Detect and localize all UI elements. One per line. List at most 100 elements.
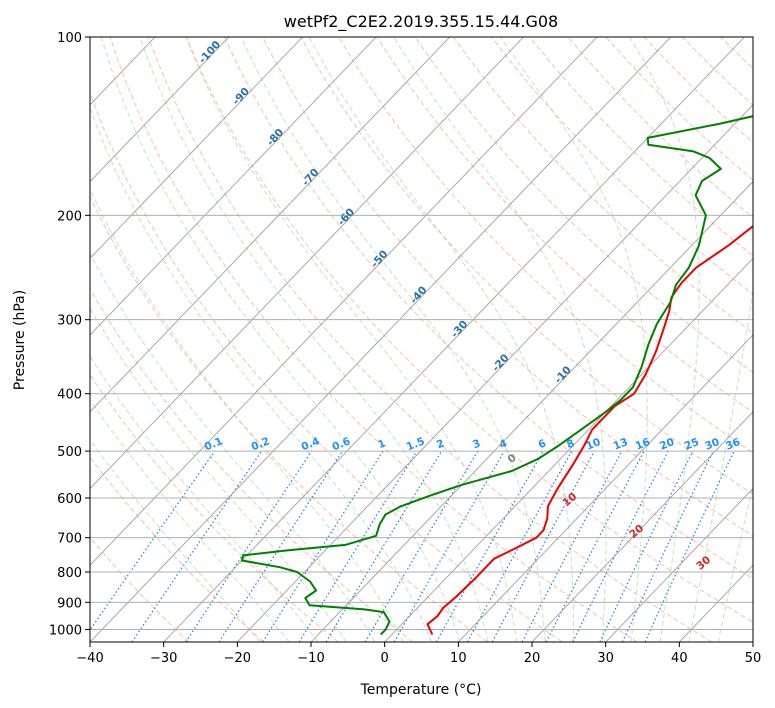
x-tick-label: 30: [597, 651, 614, 666]
moist-adiabat-line: [100, 37, 461, 642]
moist-adiabat-line: [139, 37, 489, 642]
dry-adiabat-line: [90, 536, 190, 642]
isotherm-line: [90, 37, 230, 183]
mixing-ratio-line: [90, 450, 216, 632]
isotherm-line: [457, 334, 753, 642]
mixing-ratio-line: [644, 450, 735, 642]
axis-layer: −40 −30 −20 −10 0 10 20 30 40 5010009008007006005…: [49, 31, 761, 666]
y-tick-label: 200: [57, 209, 82, 224]
mixing-ratio-label: 1: [376, 437, 387, 451]
mixing-ratio-line: [545, 450, 645, 642]
moist-adiabat-label: 30: [694, 554, 713, 573]
dry-adiabat-line: [185, 37, 753, 623]
mixing-ratio-line: [521, 450, 623, 642]
mixing-ratio-line: [262, 450, 384, 642]
y-tick-label: 800: [57, 566, 82, 581]
isotherm-label: -70: [300, 166, 322, 188]
isotherm-line: [90, 37, 524, 490]
mixing-ratio-line: [572, 450, 669, 642]
mixing-ratio-line: [393, 450, 505, 642]
chart-title: wetPf2_C2E2.2019.355.15.44.G08: [284, 12, 558, 32]
x-tick-label: −20: [224, 651, 251, 666]
y-axis-label: Pressure (hPa): [12, 290, 28, 390]
isotherm-label: -20: [490, 352, 512, 374]
mixing-ratio-label: 13: [612, 436, 630, 453]
isotherm-line: [0, 37, 8, 642]
isotherm-line: [236, 104, 753, 642]
mixing-ratio-label: 3: [471, 437, 482, 451]
x-tick-label: 10: [450, 651, 467, 666]
dry-adiabat-line: [491, 37, 753, 295]
x-tick-label: 40: [671, 651, 688, 666]
mixing-ratio-label: 16: [634, 436, 652, 453]
dry-adiabat-line: [414, 37, 753, 374]
moist-adiabat-label: 40: [764, 582, 775, 601]
dry-adiabat-line: [90, 287, 414, 642]
mixing-ratio-label: 2: [435, 437, 446, 451]
isotherm-line: [752, 641, 753, 642]
x-tick-label: 50: [745, 651, 762, 666]
mixing-ratio-line: [131, 450, 263, 642]
moist-adiabat-line: [90, 398, 290, 642]
dry-adiabat-line: [567, 37, 753, 219]
isotherm-line: [90, 37, 451, 413]
mixing-ratio-label: 30: [703, 436, 721, 453]
y-tick-label: 500: [57, 445, 82, 460]
dry-adiabat-line: [452, 37, 753, 334]
grid-layer: [0, 37, 753, 642]
dry-adiabat-line: [147, 37, 712, 642]
x-axis-label: Temperature (°C): [360, 682, 482, 698]
isotherm-line: [90, 37, 377, 336]
dry-adiabat-line: [109, 37, 638, 642]
moist-adiabat-line: [717, 483, 753, 642]
mixing-ratio-line: [298, 450, 418, 642]
moist-adiabat-line: [90, 252, 376, 642]
mixing-ratio-label: 36: [724, 436, 742, 453]
moist-adiabat-label: 0: [505, 452, 518, 466]
mixing-ratio-label: 4: [498, 437, 509, 451]
series-layer: [240, 115, 753, 636]
isotherm-label: -10: [552, 364, 574, 386]
isotherm-line: [605, 487, 753, 642]
mixing-ratio-line: [435, 450, 544, 642]
dry-adiabat-line: [90, 91, 563, 642]
dry-adiabat-line: [605, 37, 753, 181]
isotherm-line: [163, 37, 745, 642]
mixing-ratio-line: [218, 450, 343, 642]
mixing-ratio-label: 8: [565, 437, 576, 451]
dry-adiabat-line: [224, 37, 753, 580]
isotherm-label: -30: [449, 318, 471, 340]
x-tick-label: 0: [381, 651, 389, 666]
y-tick-label: 600: [57, 492, 82, 507]
x-tick-label: 20: [524, 651, 541, 666]
moist-adiabat-line: [90, 355, 319, 642]
temperature-profile-line: [426, 224, 753, 635]
x-tick-label: −40: [76, 651, 103, 666]
y-tick-label: 1000: [49, 623, 82, 638]
y-tick-label: 100: [57, 31, 82, 46]
moist-adiabat-line: [90, 187, 404, 642]
dewpoint-profile-line: [240, 115, 753, 636]
mixing-ratio-label: 6: [536, 437, 547, 451]
isotherm-line: [90, 37, 672, 642]
isotherm-line: [90, 37, 303, 260]
moist-adiabat-label: 10: [560, 491, 579, 510]
isotherm-line: [90, 37, 598, 566]
dry-adiabat-line: [720, 37, 753, 69]
mixing-ratio-line: [364, 450, 479, 642]
y-tick-label: 400: [57, 388, 82, 403]
moist-adiabat-line: [90, 106, 432, 642]
y-tick-label: 700: [57, 532, 82, 547]
dry-adiabat-line: [90, 456, 264, 642]
mixing-ratio-label: 10: [584, 436, 602, 453]
y-tick-label: 900: [57, 596, 82, 611]
isotherm-label: -100: [197, 39, 224, 67]
moist-adiabat-line: [185, 37, 517, 642]
moist-adiabat-line: [90, 439, 261, 642]
moist-adiabat-line: [90, 307, 347, 642]
isotherm-label: -90: [230, 85, 252, 107]
mixing-ratio-label: 25: [683, 436, 701, 453]
mixing-ratio-label: 20: [658, 436, 676, 453]
moist-adiabat-line: [240, 37, 546, 642]
y-tick-label: 300: [57, 314, 82, 329]
